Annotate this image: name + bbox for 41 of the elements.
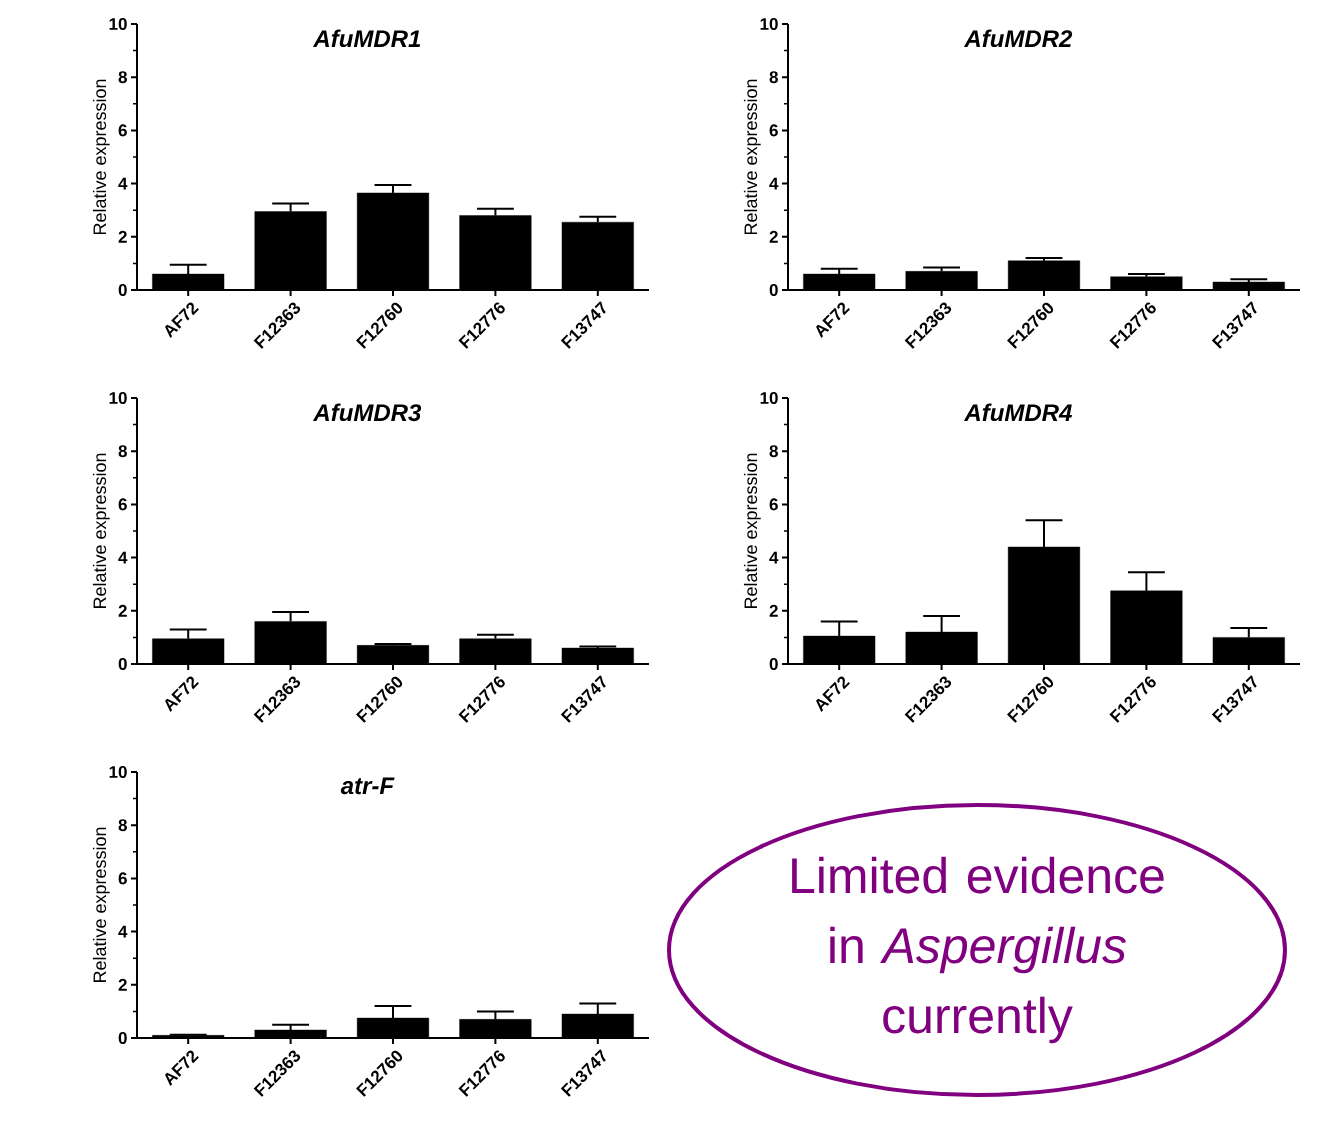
- y-tick-label: 10: [760, 391, 778, 405]
- y-axis-title: Relative expression: [92, 79, 110, 235]
- y-tick-label: 8: [118, 71, 127, 84]
- y-tick-label: 2: [769, 604, 778, 617]
- chart-title: AfuMDR2: [963, 29, 1073, 48]
- y-tick-label: 2: [118, 230, 127, 243]
- y-tick-label: 10: [109, 17, 127, 31]
- chart-title: atr-F: [340, 777, 395, 795]
- y-tick-label: 8: [118, 819, 127, 832]
- y-tick-label: 4: [118, 177, 128, 190]
- y-tick-label: 2: [118, 604, 127, 617]
- y-tick-label: 0: [769, 657, 778, 671]
- y-tick-label: 0: [118, 657, 127, 671]
- y-tick-label: 8: [118, 445, 127, 458]
- y-tick-label: 4: [769, 551, 779, 564]
- y-axis-title: Relative expression: [92, 453, 110, 609]
- y-tick-label: 6: [118, 872, 127, 885]
- y-tick-label: 4: [769, 177, 779, 190]
- chart-title: AfuMDR4: [963, 403, 1072, 422]
- y-tick-label: 6: [769, 498, 778, 511]
- y-tick-label: 8: [769, 445, 778, 458]
- y-tick-label: 10: [760, 17, 778, 31]
- y-tick-label: 0: [118, 283, 127, 297]
- y-tick-label: 8: [769, 71, 778, 84]
- chart-title: AfuMDR3: [312, 403, 422, 422]
- y-axis-title: Relative expression: [92, 827, 110, 983]
- y-tick-label: 10: [109, 765, 127, 779]
- y-tick-label: 0: [118, 1031, 127, 1045]
- y-tick-label: 6: [118, 498, 127, 511]
- y-axis-title: Relative expression: [743, 453, 761, 609]
- y-axis-title: Relative expression: [743, 79, 761, 235]
- y-tick-label: 2: [118, 978, 127, 991]
- y-tick-label: 6: [769, 124, 778, 137]
- y-tick-label: 0: [769, 283, 778, 297]
- chart-title: AfuMDR1: [312, 29, 421, 48]
- y-tick-label: 4: [118, 925, 128, 938]
- text: Limited evidence in Aspergillus currently: [792, 856, 1164, 1044]
- y-tick-label: 10: [109, 391, 127, 405]
- y-tick-label: 6: [118, 124, 127, 137]
- y-tick-label: 2: [769, 230, 778, 243]
- y-tick-label: 4: [118, 551, 128, 564]
